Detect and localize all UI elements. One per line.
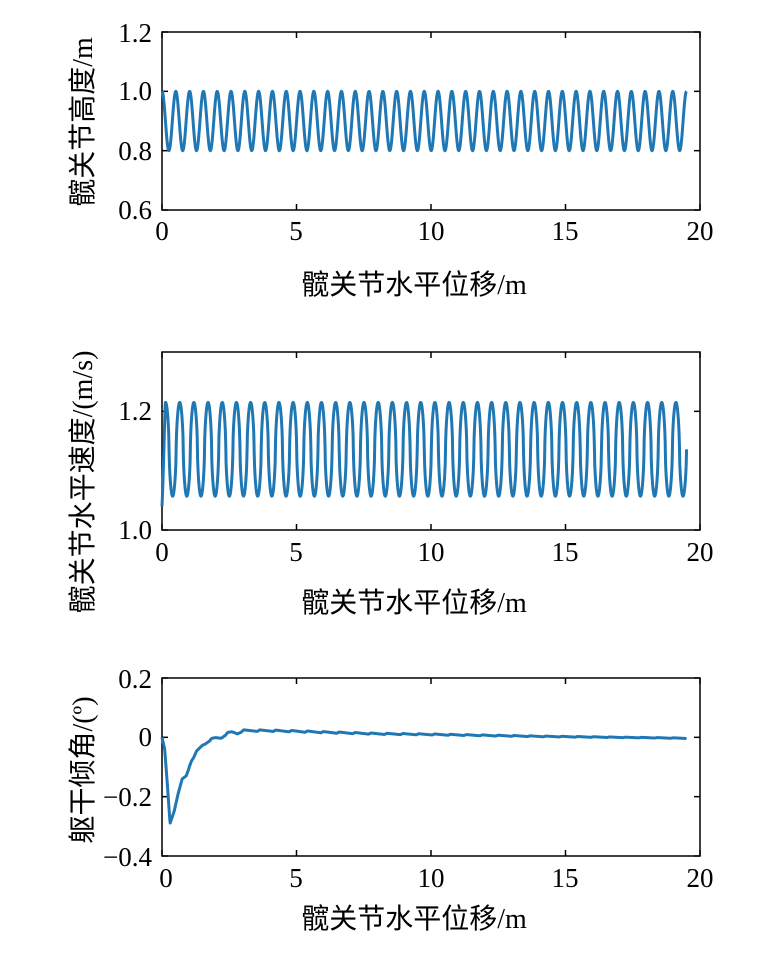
ytick-label: −0.4 [103, 842, 152, 872]
y-axis-label: 髋关节高度/m [67, 37, 99, 207]
tick-marks [161, 31, 701, 211]
ytick-label: 1.0 [118, 76, 152, 106]
tick-marks [161, 677, 701, 857]
xtick-label: 20 [687, 863, 714, 893]
ytick-label: 0 [139, 722, 153, 752]
xtick-label: 15 [552, 216, 579, 246]
xtick-label: 5 [289, 216, 303, 246]
series-line [160, 400, 689, 507]
xtick-label: 10 [418, 216, 445, 246]
ytick-label: −0.2 [103, 782, 152, 812]
plot-area-frame [161, 677, 701, 857]
xtick-label: 20 [687, 537, 714, 567]
series-line [160, 728, 688, 825]
ytick-label: 1.0 [118, 515, 152, 545]
xtick-label: 0 [159, 863, 173, 893]
x-axis-label: 髋关节水平位移/m [301, 903, 527, 935]
ytick-label: 1.2 [118, 18, 152, 48]
xtick-label: 20 [687, 216, 714, 246]
xtick-label: 10 [418, 537, 445, 567]
xtick-label: 15 [552, 863, 579, 893]
chart-trunk-angle: −0.4 −0.2 0 0.2 0 5 10 15 20 髋关节水平位移/m 躯… [67, 664, 714, 935]
ytick-label: 1.2 [118, 396, 152, 426]
xtick-label: 15 [552, 537, 579, 567]
chart-hip-height: 0.6 0.8 1.0 1.2 0 5 10 15 20 髋关节水平位移/m 髋… [67, 18, 714, 301]
y-axis-label: 躯干倾角/(º) [67, 696, 99, 843]
x-axis-label: 髋关节水平位移/m [301, 269, 527, 301]
ytick-label: 0.8 [118, 136, 152, 166]
ytick-label: 0.2 [118, 664, 152, 694]
x-axis-label: 髋关节水平位移/m [301, 587, 527, 619]
xtick-label: 0 [155, 216, 169, 246]
ytick-label: 0.6 [118, 195, 152, 225]
series-line [160, 89, 688, 153]
xtick-label: 0 [155, 537, 169, 567]
y-axis-label: 髋关节水平速度/(m/s) [67, 351, 99, 614]
xtick-label: 5 [289, 537, 303, 567]
xtick-label: 5 [289, 863, 303, 893]
xtick-label: 10 [418, 863, 445, 893]
chart-hip-velocity: 1.0 1.2 0 5 10 15 20 髋关节水平位移/m 髋关节水平速度/(… [67, 351, 714, 619]
